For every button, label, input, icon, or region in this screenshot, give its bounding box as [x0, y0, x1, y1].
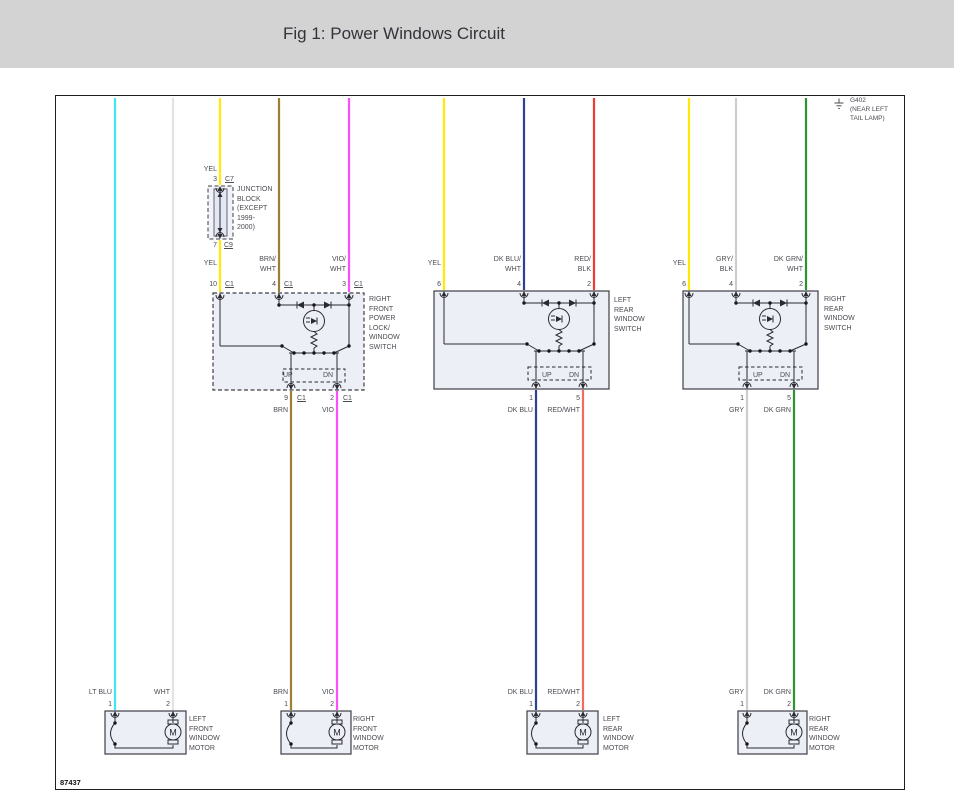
pin-number: 4 [729, 281, 733, 288]
junction-block [207, 185, 234, 240]
motor-m-glyph: M [333, 728, 341, 738]
pin-number: 2 [166, 701, 170, 708]
wire-label: RED/WHT [547, 689, 580, 696]
switch-up-label: UP [283, 372, 293, 379]
right-rear-window-switch [682, 290, 819, 390]
wire-label: YEL [203, 166, 217, 173]
junction-dots [522, 301, 596, 353]
ground-icon [834, 98, 844, 109]
pin-number: 9 [284, 395, 288, 402]
pin-number: 7 [213, 242, 217, 249]
pin-number: 6 [437, 281, 441, 288]
connector-label: C1 [343, 395, 352, 402]
figure-title: Fig 1: Power Windows Circuit [283, 24, 506, 43]
wire-label: VIO/ WHT [330, 256, 346, 273]
pin-number: 1 [740, 395, 744, 402]
switch-dn-label: DN [323, 372, 334, 379]
wire-label: RED/WHT [547, 407, 580, 414]
component-label: RIGHT REAR WINDOW MOTOR [809, 716, 840, 752]
left-rear-window-motor: M [526, 710, 599, 755]
pin-number: 2 [799, 281, 803, 288]
component-label: RIGHT FRONT WINDOW MOTOR [353, 716, 384, 752]
wiring-diagram-canvas: M M [55, 95, 905, 790]
component-label: RIGHT FRONT POWER LOCK/ WINDOW SWITCH [369, 296, 400, 351]
pin-number: 1 [284, 701, 288, 708]
pin-number: 2 [787, 701, 791, 708]
wire-label: YEL [203, 260, 217, 267]
wire-label: VIO [321, 689, 334, 696]
wire-label: DK GRN [763, 407, 791, 414]
ground-label: G402 [850, 97, 866, 104]
wire-label: RED/ BLK [574, 256, 591, 273]
figure-stamp: 87437 [60, 778, 81, 787]
pin-number: 1 [529, 701, 533, 708]
switch-up-label: UP [542, 372, 552, 379]
pin-number: 1 [529, 395, 533, 402]
motor-m-glyph: M [169, 728, 177, 738]
motor-m-glyph: M [790, 728, 798, 738]
connector-label: C1 [225, 281, 234, 288]
wire-label: DK BLU/ WHT [493, 256, 521, 273]
right-front-window-motor: M [280, 710, 352, 755]
component-label: RIGHT REAR WINDOW SWITCH [824, 296, 855, 332]
switch-dn-label: DN [569, 372, 580, 379]
wire-label: DK GRN/ WHT [773, 256, 803, 273]
switch-up-label: UP [753, 372, 763, 379]
wire-label: YEL [672, 260, 686, 267]
pin-number: 2 [330, 395, 334, 402]
wire-label: DK GRN [763, 689, 791, 696]
pin-number: 4 [517, 281, 521, 288]
wire-label: BRN [273, 689, 288, 696]
pin-number: 3 [342, 281, 346, 288]
right-rear-window-motor: M [737, 710, 808, 755]
pin-number: 5 [787, 395, 791, 402]
wire-label: VIO [321, 407, 334, 414]
wire-label: GRY/ BLK [716, 256, 733, 273]
wire-label: BRN [273, 407, 288, 414]
connector-label: C1 [354, 281, 363, 288]
wire-label: GRY [728, 689, 744, 696]
switch-dn-label: DN [780, 372, 791, 379]
pin-number: 4 [272, 281, 276, 288]
left-front-window-motor: M [104, 710, 187, 755]
wire-label: BRN/ WHT [259, 256, 276, 273]
pin-number: 2 [587, 281, 591, 288]
left-rear-window-switch [433, 290, 610, 390]
pin-number: 10 [209, 281, 217, 288]
wire-label: GRY [728, 407, 744, 414]
component-label: LEFT REAR WINDOW MOTOR [603, 716, 634, 752]
pin-number: 5 [576, 395, 580, 402]
pin-number: 1 [108, 701, 112, 708]
right-front-power-lock-window-switch [212, 292, 365, 391]
connector-label: C9 [224, 242, 233, 249]
ground-note: (NEAR LEFT TAIL LAMP) [850, 106, 888, 122]
connector-label: C1 [284, 281, 293, 288]
pin-number: 3 [213, 176, 217, 183]
wire-label: DK BLU [507, 689, 533, 696]
component-label: LEFT REAR WINDOW SWITCH [614, 297, 645, 333]
wire-label: DK BLU [507, 407, 533, 414]
pin-number: 1 [740, 701, 744, 708]
wire-label: WHT [154, 689, 170, 696]
pin-number: 2 [576, 701, 580, 708]
motor-m-glyph: M [579, 728, 587, 738]
diagram-artwork: M M [104, 98, 844, 755]
figure-header: Fig 1: Power Windows Circuit [0, 0, 954, 68]
connector-label: C7 [225, 176, 234, 183]
pin-number: 2 [330, 701, 334, 708]
component-label: JUNCTION BLOCK (EXCEPT 1999- 2000) [237, 186, 273, 231]
wire-label: LT BLU [88, 689, 112, 696]
wires [113, 98, 808, 710]
pin-number: 6 [682, 281, 686, 288]
component-label: LEFT FRONT WINDOW MOTOR [189, 716, 220, 752]
wire-label: YEL [427, 260, 441, 267]
connector-label: C1 [297, 395, 306, 402]
